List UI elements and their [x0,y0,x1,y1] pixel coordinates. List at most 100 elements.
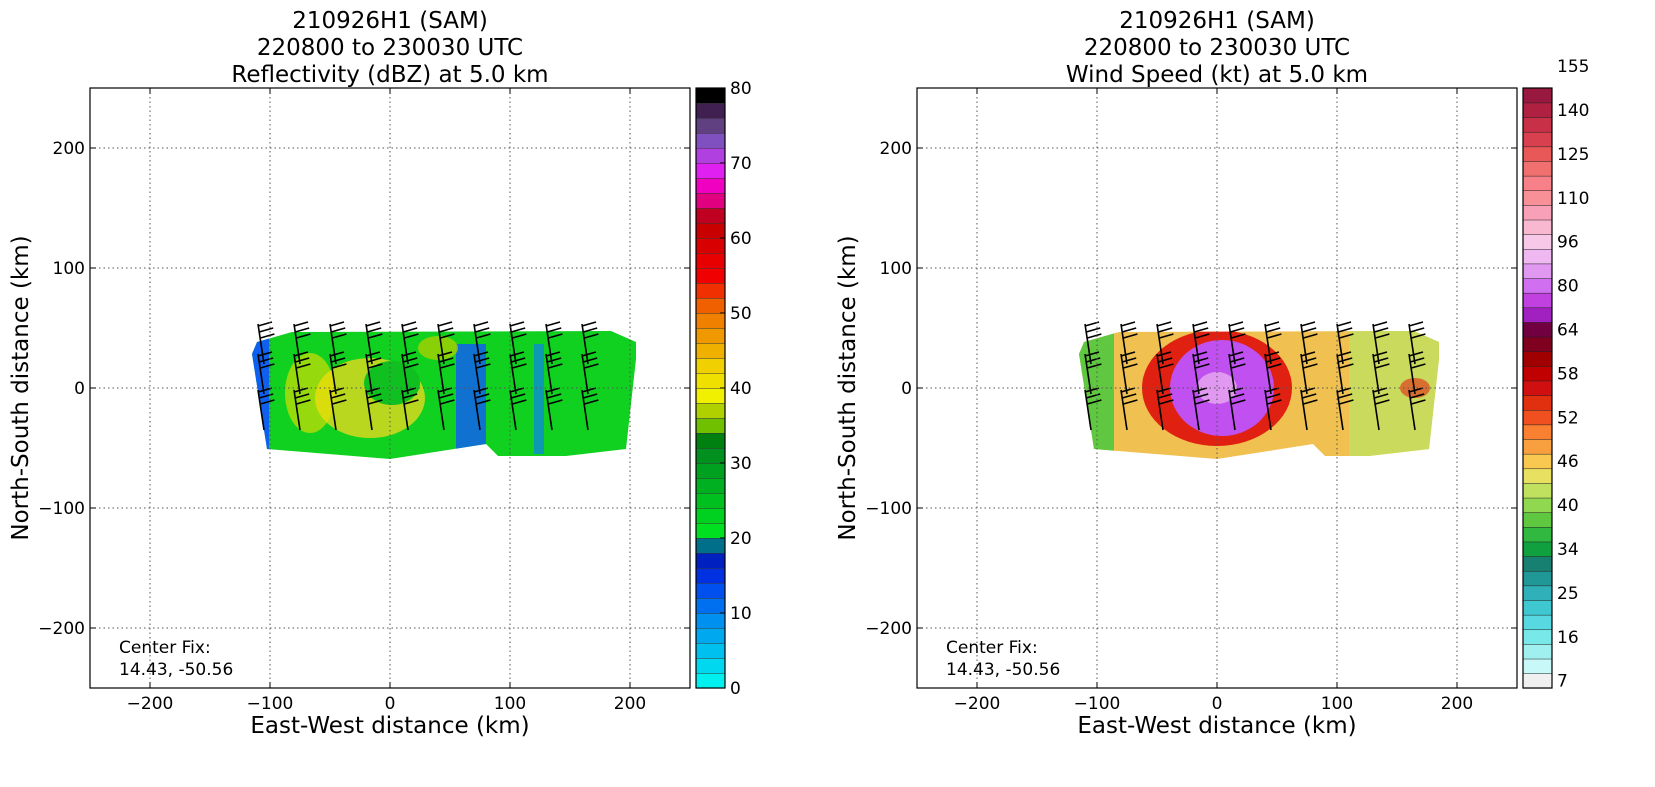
barb-feather [546,393,562,399]
barb-feather [401,321,417,327]
wind-barbs [1084,321,1426,431]
barb-feather [294,393,310,399]
colorbar-tick-label: 0 [730,679,741,699]
barb-staff [401,353,409,395]
colorbar-segment [695,102,726,119]
barb-feather [473,387,489,393]
barb-staff [1084,323,1092,365]
colorbar-segment [1522,512,1553,528]
barb-staff [581,323,589,365]
barb-staff [1300,323,1308,365]
barb-feather [293,387,309,393]
barb-feather [330,393,346,399]
barb-staff [1156,323,1164,365]
barb-staff [1300,389,1308,431]
barb-staff [1156,389,1164,431]
barb-feather [1300,387,1316,393]
barb-feather [1121,393,1137,399]
barb-feather [293,351,309,357]
colorbar-tick-label: 46 [1557,452,1579,472]
barb-feather [365,387,381,393]
colorbar-segment [695,567,726,584]
colorbar-segment [695,282,726,299]
barb-staff [1372,353,1380,395]
barb-feather [1409,357,1425,363]
barb-feather [548,399,563,405]
barb-staff [509,353,517,395]
colorbar-segment [1522,599,1553,616]
barb-staff [401,323,409,365]
barb-staff [545,353,553,395]
y-tick-label: 0 [901,379,912,399]
barb-feather [1411,333,1426,339]
barb-feather [1336,387,1352,393]
colorbar-segment [1522,541,1553,557]
barb-feather [368,363,383,369]
colorbar-tick-label: 50 [730,304,752,324]
colorbar-segment [1522,468,1553,484]
barb-feather [476,333,491,339]
barb-staff [1084,389,1092,431]
barb-feather [260,399,275,405]
barb-feather [1123,363,1138,369]
barb-feather [545,387,561,393]
barb-feather [1228,351,1244,357]
barb-feather [1120,387,1136,393]
barb-feather [332,363,347,369]
center-fix-annotation: Center Fix: [946,638,1038,658]
barb-feather [510,393,526,399]
barb-feather [402,393,418,399]
colorbar-segment [1522,351,1553,367]
barb-feather [1085,327,1101,333]
barb-staff [473,353,481,395]
x-tick-label: 100 [494,694,526,714]
x-tick-label: −100 [247,694,294,714]
chart-title-line: Wind Speed (kt) at 5.0 km [1066,62,1368,88]
barb-feather [332,333,347,339]
colorbar-segment [1522,395,1553,411]
barb-feather [1159,363,1174,369]
colorbar-segment [1522,321,1553,338]
barb-feather [1120,351,1136,357]
barb-feather [1301,393,1317,399]
barb-feather [1121,357,1137,363]
barb-staff [1084,353,1092,395]
barb-feather [476,363,491,369]
barb-feather [474,393,490,399]
barb-feather [473,321,489,327]
barb-feather [365,351,381,357]
barb-feather [1337,327,1353,333]
barb-feather [546,357,562,363]
barb-feather [437,351,453,357]
colorbar-segment [695,402,726,419]
colorbar-segment [695,147,726,164]
colorbar-segment [1522,131,1553,148]
barb-feather [404,333,419,339]
panel-reflectivity: 210926H1 (SAM) 220800 to 230030 UTC Reflec… [0,0,827,787]
colorbar-segment [1522,453,1553,470]
barb-feather [1265,327,1281,333]
barb-feather [1123,333,1138,339]
colorbar-segment [1522,190,1553,206]
colorbar-segment [1522,204,1553,221]
barb-feather [1267,363,1282,369]
center-fix-annotation: Center Fix: [119,638,211,658]
barb-feather [1267,399,1282,405]
chart-title-line: 210926H1 (SAM) [1119,8,1315,34]
colorbar-segment [695,642,726,659]
barb-feather [368,333,383,339]
barb-feather [582,357,598,363]
barb-feather [1192,321,1208,327]
colorbar-segment [695,372,726,389]
barb-staff [545,323,553,365]
barb-staff [293,389,301,431]
colorbar-segment [1522,438,1553,455]
colorbar-segment [1522,570,1553,587]
barb-feather [1195,363,1210,369]
colorbar-segment [695,552,726,569]
colorbar-segment [695,177,726,194]
barb-feather [1121,327,1137,333]
barb-staff [1408,353,1416,395]
colorbar-frame [1522,87,1553,689]
barb-feather [510,357,526,363]
